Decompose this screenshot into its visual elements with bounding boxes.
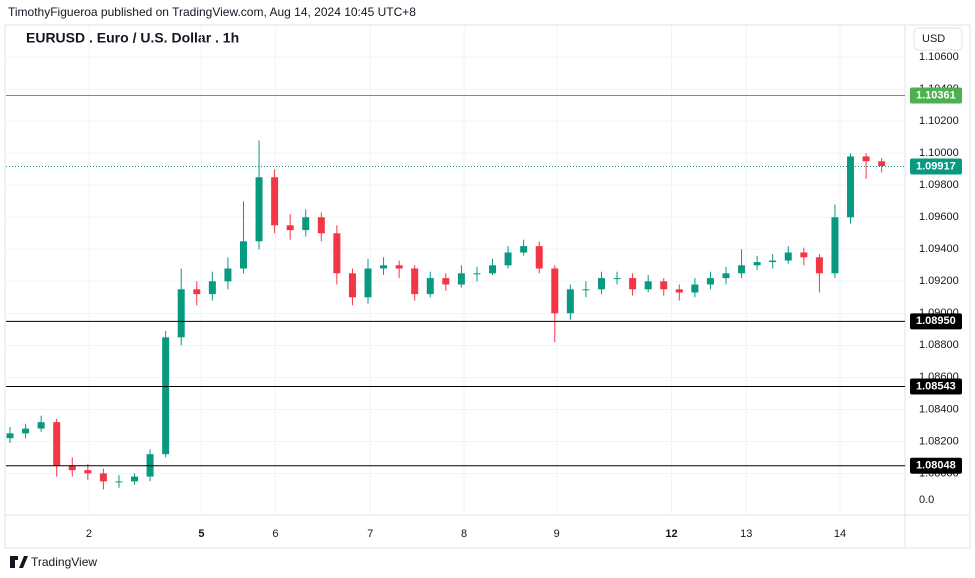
brand: TradingView (10, 555, 97, 569)
candle-body (22, 428, 30, 434)
currency-button[interactable] (913, 27, 963, 51)
candle-body (6, 433, 14, 439)
x-tick-label: 12 (665, 528, 677, 540)
candle-body (193, 289, 201, 295)
x-tick-label: 8 (461, 528, 467, 540)
plot-area (6, 26, 905, 515)
x-tick-label: 6 (272, 528, 278, 540)
candle-body (597, 278, 605, 290)
y-tick-label: 1.08200 (919, 435, 959, 447)
x-tick-label: 5 (198, 528, 204, 540)
price-level-box (910, 313, 962, 330)
candle-body (317, 217, 325, 234)
candle-body (473, 273, 481, 275)
candle-body (504, 252, 512, 266)
candle-body (224, 268, 232, 282)
candle-body (831, 217, 839, 274)
price-level-box (910, 87, 962, 104)
candle-body (255, 177, 263, 242)
brand-logo (10, 556, 28, 568)
price-level-box (910, 378, 962, 395)
x-tick-label: 13 (740, 528, 752, 540)
candle-body (457, 273, 465, 285)
candle-body (489, 265, 497, 274)
candle-body (239, 241, 247, 269)
y-tick-label: 1.08400 (919, 403, 959, 415)
candle-body (660, 281, 668, 290)
candle-body (411, 268, 419, 295)
candle-body (582, 289, 590, 291)
candle-body (333, 233, 341, 274)
candle-body (847, 156, 855, 218)
candle-body (162, 337, 170, 455)
price-level-box (910, 457, 962, 474)
candle-body (99, 473, 107, 482)
candle-body (426, 278, 434, 295)
price-level-label: 1.08543 (916, 380, 956, 392)
candle-body (380, 265, 388, 269)
candle-body (566, 289, 574, 314)
candle-body (115, 481, 123, 483)
price-level-box (910, 158, 962, 175)
candle-body (629, 278, 637, 290)
candle-body (815, 257, 823, 274)
candle-body (784, 252, 792, 261)
brand-name: TradingView (31, 555, 97, 569)
candle-body (738, 265, 746, 274)
candle-body (131, 476, 139, 482)
chart-frame (4, 24, 971, 549)
candle-body (769, 260, 777, 263)
y-tick-label: 1.09200 (919, 275, 959, 287)
chart-title: EURUSD . Euro / U.S. Dollar . 1h (26, 30, 239, 46)
candle-body (753, 262, 761, 266)
candle-body (862, 156, 870, 162)
x-tick-label: 2 (86, 528, 92, 540)
x-tick-label: 14 (834, 528, 846, 540)
candle-body (442, 278, 450, 285)
price-level-label: 1.08950 (916, 315, 956, 327)
y-tick-label: 1.10600 (919, 51, 959, 63)
candle-body (613, 278, 621, 280)
price-level-label: 1.08048 (916, 460, 956, 472)
y-tick-label: 1.09600 (919, 211, 959, 223)
x-tick-label: 9 (554, 528, 560, 540)
price-level-label: 1.09917 (916, 160, 956, 172)
axis-bottom-label: 0.0 (919, 494, 934, 506)
candle-body (675, 289, 683, 293)
candle-body (68, 465, 76, 471)
candle-body (722, 273, 730, 279)
candle-body (177, 289, 185, 338)
publish-header: TimothyFigueroa published on TradingView… (8, 5, 416, 19)
candle-body (535, 246, 543, 269)
candle-body (800, 252, 808, 258)
candle-body (286, 225, 294, 231)
candle-body (691, 284, 699, 293)
candle-body (520, 246, 528, 253)
candle-body (37, 422, 45, 429)
candle-body (208, 281, 216, 295)
x-tick-label: 7 (367, 528, 373, 540)
y-tick-label: 1.09800 (919, 179, 959, 191)
candle-body (348, 273, 356, 298)
candle-body (706, 278, 714, 285)
y-tick-label: 1.09400 (919, 243, 959, 255)
candle-body (878, 161, 886, 167)
y-tick-label: 1.10200 (919, 115, 959, 127)
candle-body (271, 177, 279, 226)
y-tick-label: 1.10000 (919, 147, 959, 159)
price-level-label: 1.10361 (916, 89, 956, 101)
candle-body (551, 268, 559, 314)
axis-labels: 1.080001.082001.084001.086001.088001.090… (86, 51, 962, 540)
candle-body (644, 281, 652, 290)
currency-label[interactable]: USD (922, 33, 945, 45)
candle-body (302, 217, 310, 231)
candle-body (364, 268, 372, 298)
candle-body (53, 422, 61, 466)
candle-body (84, 470, 92, 474)
y-tick-label: 1.08800 (919, 339, 959, 351)
candle-body (395, 265, 403, 269)
